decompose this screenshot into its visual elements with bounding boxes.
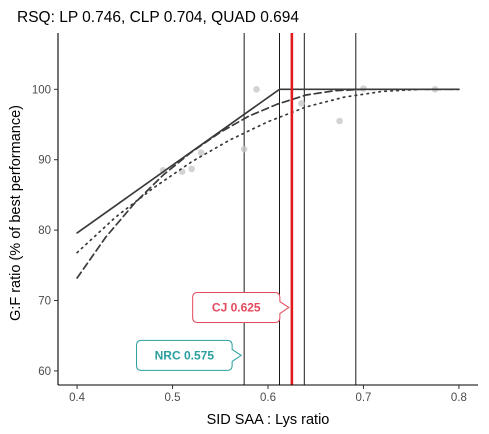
y-tick-label-0: 60 xyxy=(38,366,51,378)
chart-marks: CJ 0.625 NRC 0.575 xyxy=(76,33,460,385)
plot-area xyxy=(243,33,357,385)
data-point-3 xyxy=(197,149,205,156)
series-line-dotted xyxy=(76,88,460,254)
callout-label-1: NRC 0.575 xyxy=(155,348,215,362)
x-tick-label-3: 0.7 xyxy=(355,392,371,404)
data-point-7 xyxy=(336,117,343,125)
y-tick-label-2: 80 xyxy=(38,225,51,237)
data-point-4 xyxy=(240,145,248,153)
x-tick-label-0: 0.4 xyxy=(69,392,86,404)
callout-box-1 xyxy=(136,339,243,371)
x-tick-label-2: 0.6 xyxy=(260,392,276,404)
data-point-0 xyxy=(159,166,167,174)
series-line-solid xyxy=(76,88,460,234)
series-line-dashed xyxy=(76,88,460,279)
data-point-5 xyxy=(253,86,260,93)
x-axis-label: SID SAA : Lys ratio xyxy=(207,412,330,428)
y-tick-label-3: 90 xyxy=(38,155,51,167)
y-tick-label-1: 70 xyxy=(38,296,51,308)
y-tick-label-4: 100 xyxy=(32,84,51,96)
data-point-6 xyxy=(298,100,305,107)
y-axis-label: G:F ratio (% of best performance) xyxy=(8,105,24,321)
callout-box-0 xyxy=(192,292,290,324)
axes: 0.4 0.5 0.6 0.7 0.8 60 70 80 90 100 xyxy=(32,33,478,404)
x-tick-label-4: 0.8 xyxy=(451,392,467,404)
callout-label-0: CJ 0.625 xyxy=(212,301,261,315)
x-tick-label-1: 0.5 xyxy=(165,392,181,404)
data-point-2 xyxy=(188,165,195,173)
chart-title: RSQ: LP 0.746, CLP 0.704, QUAD 0.694 xyxy=(17,9,299,26)
